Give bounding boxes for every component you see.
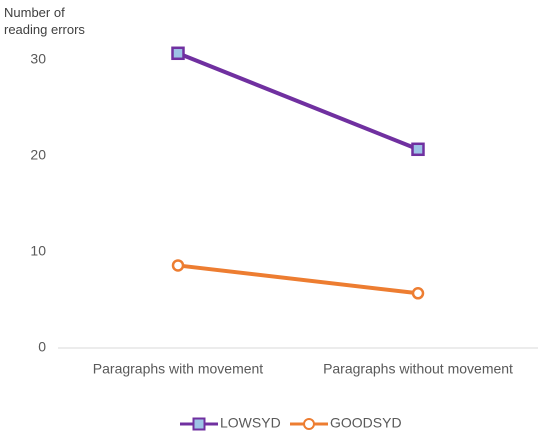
data-point bbox=[171, 259, 185, 272]
y-tick-label: 10 bbox=[30, 243, 46, 259]
data-point bbox=[411, 142, 425, 157]
x-tick-label: Paragraphs without movement bbox=[323, 361, 513, 377]
legend-label: GOODSYD bbox=[330, 415, 402, 431]
data-point bbox=[411, 287, 425, 300]
y-tick-label: 30 bbox=[30, 51, 46, 67]
legend-marker bbox=[192, 417, 206, 431]
y-tick-label: 20 bbox=[30, 147, 46, 163]
data-point bbox=[171, 46, 185, 61]
legend-label: LOWSYD bbox=[220, 415, 281, 431]
y-tick-label: 0 bbox=[38, 339, 46, 355]
series-line bbox=[177, 51, 419, 152]
legend-marker bbox=[303, 418, 315, 430]
series-line bbox=[177, 263, 419, 296]
y-axis-label: Number of reading errors bbox=[4, 5, 85, 37]
x-tick-label: Paragraphs with movement bbox=[93, 361, 264, 377]
